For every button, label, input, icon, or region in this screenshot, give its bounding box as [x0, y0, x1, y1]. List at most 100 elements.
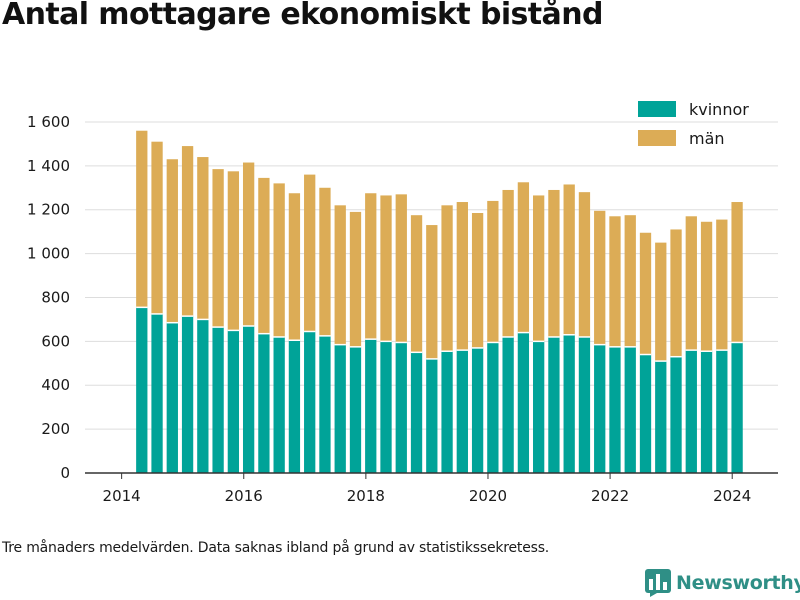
bar-kvinnor [563, 334, 575, 473]
bar-man [517, 182, 530, 333]
y-tick-label: 400 [41, 376, 70, 394]
x-tick-label: 2024 [713, 487, 751, 505]
bar-man [395, 194, 407, 343]
bar-man [349, 211, 362, 347]
bar-kvinnor [624, 346, 636, 473]
bar-kvinnor [731, 342, 743, 473]
bar-man [197, 157, 209, 320]
y-tick-label: 200 [41, 420, 70, 438]
y-tick-label: 800 [41, 288, 70, 306]
bar-man [288, 193, 301, 341]
x-tick-label: 2014 [103, 487, 141, 505]
bar-kvinnor [502, 336, 514, 473]
x-tick-label: 2018 [347, 487, 385, 505]
bar-series [136, 130, 743, 473]
bar-man [166, 159, 178, 323]
bar-man [639, 232, 652, 355]
newsworthy-logo[interactable]: Newsworthy [645, 569, 800, 597]
bar-kvinnor [487, 342, 499, 473]
bar-kvinnor [578, 336, 591, 473]
x-tick-label: 2020 [469, 487, 507, 505]
bar-kvinnor [197, 319, 209, 473]
bar-man [609, 216, 621, 347]
bar-kvinnor [334, 344, 346, 473]
legend-swatch [638, 101, 676, 117]
bar-kvinnor [349, 346, 362, 473]
bar-man [685, 216, 697, 351]
bar-man [212, 169, 224, 328]
y-tick-label: 1 600 [27, 113, 70, 131]
brand-name: Newsworthy [676, 572, 800, 594]
y-tick-label: 1 400 [27, 157, 70, 175]
bar-man [670, 229, 682, 357]
bar-kvinnor [380, 341, 392, 473]
bar-kvinnor [594, 344, 606, 473]
bar-man [502, 189, 514, 337]
bar-kvinnor [288, 340, 301, 473]
bar-man [471, 212, 484, 348]
bar-man [258, 177, 270, 334]
bar-man [136, 130, 148, 308]
bar-man [334, 205, 346, 345]
bar-kvinnor [319, 335, 331, 473]
bar-man [594, 210, 606, 345]
y-tick-label: 600 [41, 332, 70, 350]
x-tick-label: 2016 [225, 487, 263, 505]
bar-kvinnor [304, 331, 316, 473]
legend-label: kvinnor [689, 100, 749, 119]
bar-man [700, 221, 713, 352]
bar-kvinnor [395, 342, 407, 473]
bar-kvinnor [716, 350, 728, 473]
bar-kvinnor [670, 356, 682, 473]
bar-kvinnor [700, 351, 713, 473]
bar-chart-logo-icon [645, 569, 671, 597]
bar-kvinnor [685, 350, 697, 473]
bar-kvinnor [273, 336, 285, 473]
bar-kvinnor [151, 313, 163, 473]
bar-kvinnor [533, 341, 545, 473]
bar-man [181, 146, 194, 317]
bar-kvinnor [410, 352, 423, 473]
bar-man [578, 192, 591, 337]
x-axis: 2014 2016 2018 2020 2022 2024 [85, 472, 778, 505]
bar-kvinnor [136, 307, 148, 473]
bar-kvinnor [166, 322, 178, 473]
bar-man [716, 219, 728, 351]
bar-kvinnor [609, 346, 621, 473]
legend: kvinnor män [638, 100, 749, 148]
bar-kvinnor [639, 354, 652, 473]
chart-title: Antal mottagare ekonomiskt bistånd [2, 0, 603, 32]
bar-kvinnor [365, 339, 377, 473]
bar-man [426, 225, 438, 359]
bar-kvinnor [548, 336, 560, 473]
bar-kvinnor [212, 327, 224, 473]
y-axis-labels: 0 200 400 600 800 1 000 1 200 1 400 1 600 [27, 113, 70, 482]
y-tick-label: 0 [60, 464, 70, 482]
bar-kvinnor [426, 358, 438, 473]
bar-man [624, 215, 636, 347]
bar-kvinnor [517, 332, 530, 473]
bar-man [151, 141, 163, 314]
bar-man [563, 184, 575, 335]
bar-man [304, 174, 316, 332]
bar-kvinnor [258, 333, 270, 473]
bar-man [380, 195, 392, 342]
bar-man [731, 202, 743, 343]
footnote: Tre månaders medelvärden. Data saknas ib… [2, 540, 550, 556]
y-tick-label: 1 000 [27, 245, 70, 263]
bar-man [533, 195, 545, 342]
y-tick-label: 1 200 [27, 201, 70, 219]
bar-kvinnor [655, 361, 667, 473]
bar-man [441, 205, 453, 352]
bar-man [456, 202, 468, 351]
bar-man [548, 189, 560, 337]
bar-man [319, 187, 331, 336]
bar-man [655, 242, 667, 362]
bar-chart: 0 200 400 600 800 1 000 1 200 1 400 1 600 2014 20… [27, 100, 778, 505]
bar-kvinnor [456, 350, 468, 473]
bar-man [273, 183, 285, 337]
bar-kvinnor [227, 330, 240, 473]
bar-kvinnor [181, 316, 194, 473]
bar-man [242, 162, 255, 326]
bar-man [227, 171, 240, 331]
